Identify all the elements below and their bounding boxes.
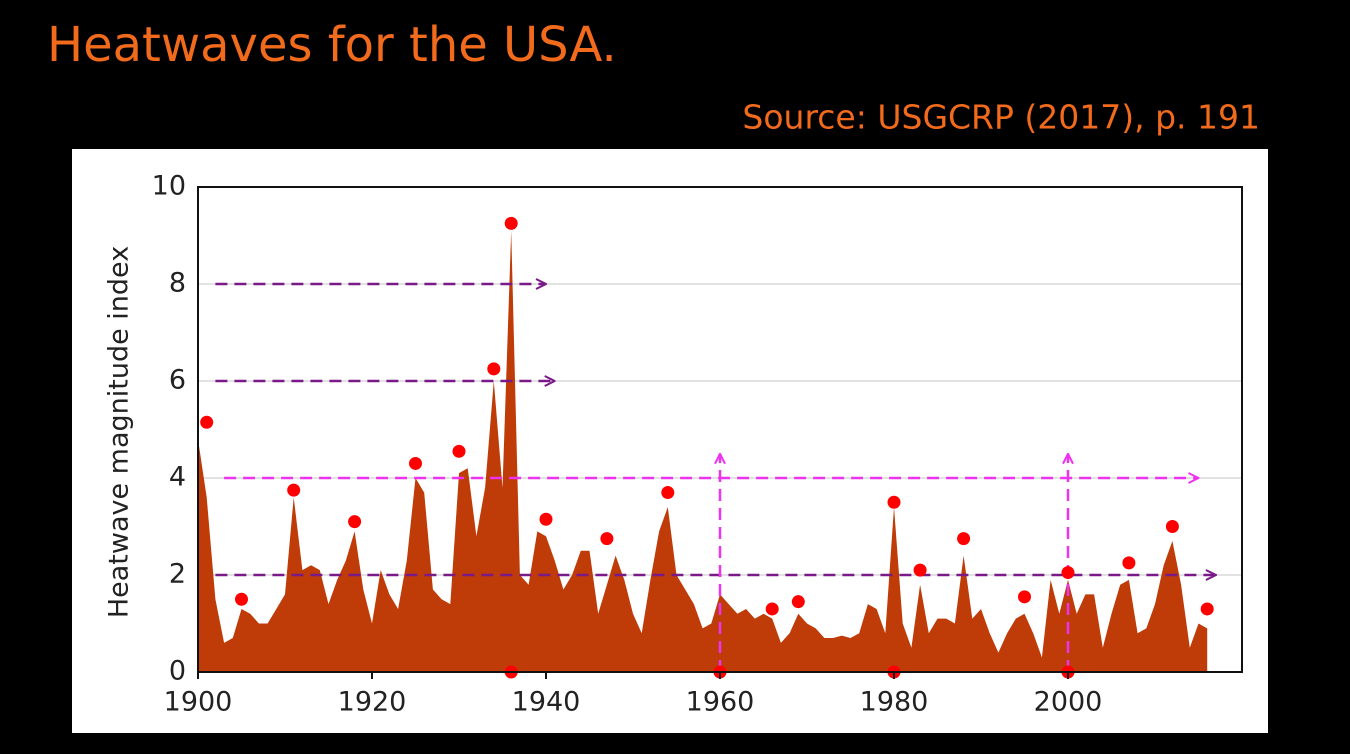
peak-dot [235, 592, 248, 606]
peak-dot [661, 486, 675, 500]
peak-dot [887, 495, 901, 509]
peak-dot [765, 602, 779, 616]
peak-dot [539, 512, 553, 526]
peak-dot [348, 515, 362, 529]
x-tick-label: 1900 [164, 687, 233, 718]
y-tick-label: 0 [169, 656, 186, 687]
peak-dot [1018, 590, 1031, 604]
plot-frame [197, 186, 1243, 673]
peak-dot [957, 532, 971, 546]
peak-dot [452, 444, 466, 458]
peak-dot [504, 216, 518, 230]
y-axis-label: Heatwave magnitude index [104, 246, 135, 618]
peak-dot [600, 532, 614, 546]
peak-dot [1122, 556, 1136, 570]
peak-dot [409, 456, 422, 470]
y-tick-label: 2 [169, 559, 186, 590]
x-tick-label: 1960 [686, 687, 755, 718]
peak-dot [1061, 566, 1075, 580]
x-tick-label: 1940 [512, 687, 581, 718]
y-tick-label: 4 [169, 462, 186, 493]
y-tick-label: 6 [169, 365, 186, 396]
peak-dot [487, 362, 501, 376]
source: Source: USGCRP (2017), p. 191 [742, 98, 1260, 137]
y-tick-label: 10 [152, 171, 186, 202]
peak-dot [200, 415, 214, 429]
peak-dot [913, 563, 927, 577]
x-tick-label: 1980 [860, 687, 929, 718]
peak-dot [1165, 520, 1179, 533]
peak-dot [287, 483, 301, 497]
x-tick-label: 2000 [1034, 687, 1103, 718]
x-tick-label: 1920 [338, 687, 407, 718]
peak-dot [791, 595, 805, 609]
peak-dot [1200, 602, 1214, 616]
area [198, 230, 1208, 672]
slide-title: Heatwaves for the USA. [47, 17, 617, 73]
y-tick-label: 8 [169, 268, 186, 299]
